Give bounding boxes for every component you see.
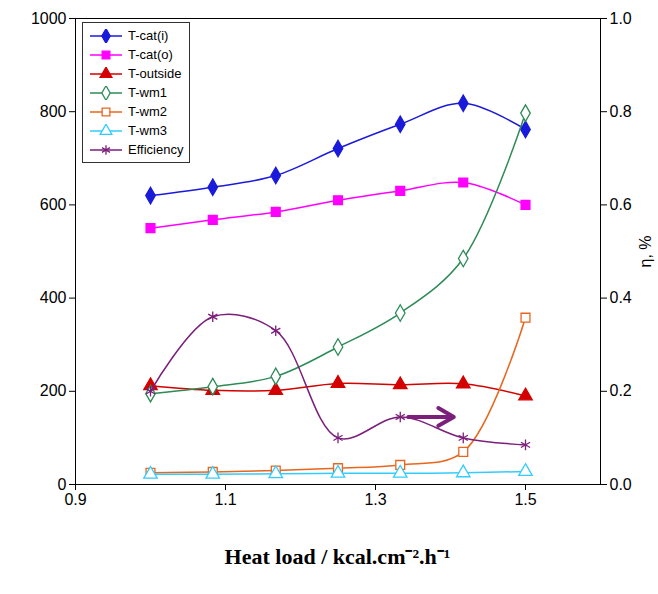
svg-text:0.4: 0.4 [610,289,632,306]
svg-text:0.9: 0.9 [64,491,86,508]
html-text:Heat load / kcal.cm⁻².h⁻¹: Heat load / kcal.cm⁻².h⁻¹ [224,544,451,569]
html-text:T-wm3: T-wm3 [128,123,167,138]
svg-text:200: 200 [40,382,67,399]
svg-text:1.0: 1.0 [610,10,632,27]
svg-text:0.6: 0.6 [610,196,632,213]
svg-text:η, %: η, % [637,235,654,267]
svg-text:0: 0 [58,476,67,493]
svg-text:1.1: 1.1 [214,491,236,508]
svg-text:400: 400 [40,289,67,306]
svg-text:0.8: 0.8 [610,103,632,120]
html-text:T-cat(o): T-cat(o) [128,47,173,62]
svg-text:0.0: 0.0 [610,476,632,493]
html-text:T-cat(i): T-cat(i) [128,28,169,43]
svg-text:1.5: 1.5 [514,491,536,508]
html-text:T-wm1: T-wm1 [128,85,167,100]
svg-text:600: 600 [40,196,67,213]
html-text:Efficiency: Efficiency [128,142,184,157]
html-text:T-wm2: T-wm2 [128,104,167,119]
svg-text:1000: 1000 [31,10,67,27]
svg-text:0.2: 0.2 [610,382,632,399]
svg-text:1.3: 1.3 [364,491,386,508]
svg-text:800: 800 [40,103,67,120]
html-text:T-outside: T-outside [128,66,182,81]
